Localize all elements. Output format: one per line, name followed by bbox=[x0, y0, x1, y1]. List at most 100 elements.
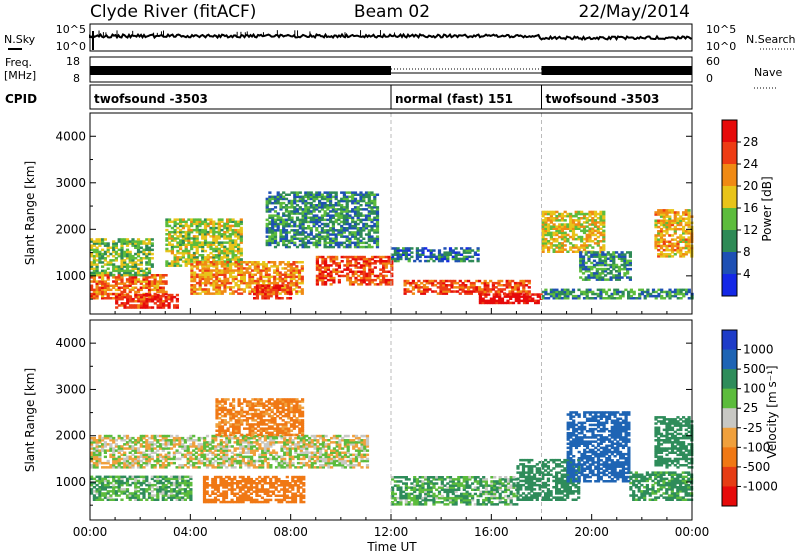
data-cell bbox=[128, 475, 132, 479]
data-cell bbox=[103, 441, 107, 444]
data-cell bbox=[601, 261, 605, 265]
data-cell bbox=[240, 281, 244, 285]
data-cell bbox=[153, 274, 157, 277]
data-cell bbox=[187, 241, 191, 244]
data-cell bbox=[101, 248, 105, 252]
data-cell bbox=[356, 201, 360, 205]
data-cell bbox=[123, 451, 127, 454]
data-cell bbox=[478, 301, 482, 305]
data-cell bbox=[128, 250, 132, 254]
data-cell bbox=[577, 227, 581, 230]
data-cell bbox=[264, 288, 268, 292]
data-cell bbox=[323, 222, 327, 226]
data-cell bbox=[297, 290, 302, 293]
data-cell bbox=[498, 295, 502, 298]
data-cell bbox=[292, 267, 296, 270]
data-cell bbox=[555, 229, 559, 233]
data-cell bbox=[134, 300, 138, 303]
data-cell bbox=[98, 492, 102, 495]
data-cell bbox=[117, 486, 121, 489]
data-cell bbox=[659, 219, 664, 222]
data-cell bbox=[480, 281, 484, 285]
data-cell bbox=[376, 283, 380, 286]
data-cell bbox=[293, 222, 297, 226]
data-cell bbox=[266, 290, 270, 294]
data-cell bbox=[591, 227, 595, 230]
data-cell bbox=[90, 244, 94, 247]
data-cell bbox=[541, 294, 545, 298]
data-cell bbox=[276, 216, 280, 219]
data-cell bbox=[508, 281, 512, 285]
data-cell bbox=[580, 229, 584, 233]
data-cell bbox=[92, 464, 96, 467]
data-cell bbox=[503, 295, 507, 298]
data-cell bbox=[399, 255, 403, 259]
data-cell bbox=[342, 210, 346, 213]
data-cell bbox=[184, 220, 188, 223]
data-cell bbox=[190, 256, 194, 259]
data-cell bbox=[234, 284, 238, 287]
data-cell bbox=[373, 255, 377, 259]
data-cell bbox=[215, 284, 219, 287]
data-cell bbox=[244, 436, 248, 440]
data-cell bbox=[422, 292, 427, 295]
data-cell bbox=[204, 290, 208, 293]
data-cell bbox=[329, 191, 333, 194]
data-cell bbox=[563, 294, 567, 298]
data-cell bbox=[627, 290, 631, 294]
data-cell bbox=[368, 274, 372, 278]
data-cell bbox=[448, 249, 453, 252]
data-cell bbox=[320, 208, 324, 211]
data-cell bbox=[134, 242, 138, 245]
data-cell bbox=[139, 498, 143, 501]
data-cell bbox=[601, 276, 605, 279]
data-cell bbox=[156, 496, 160, 499]
data-cell bbox=[312, 216, 316, 219]
data-cell bbox=[365, 276, 369, 280]
data-cell bbox=[424, 259, 428, 263]
data-cell bbox=[120, 254, 124, 258]
data-cell bbox=[585, 235, 589, 239]
data-cell bbox=[271, 229, 275, 232]
data-cell bbox=[231, 228, 235, 232]
data-cell bbox=[289, 279, 293, 283]
data-cell bbox=[215, 286, 219, 289]
data-cell bbox=[293, 208, 297, 211]
y-tick-label: 3000 bbox=[55, 176, 86, 190]
data-cell bbox=[109, 252, 113, 256]
data-cell bbox=[402, 247, 406, 250]
data-cell bbox=[580, 212, 584, 216]
data-cell bbox=[286, 284, 290, 287]
data-cell bbox=[429, 249, 433, 252]
data-cell bbox=[665, 219, 669, 222]
data-cell bbox=[259, 271, 263, 274]
data-cell bbox=[590, 272, 594, 275]
data-cell bbox=[150, 282, 154, 285]
data-cell bbox=[300, 290, 304, 293]
data-cell bbox=[273, 201, 278, 205]
data-cell bbox=[186, 481, 190, 485]
data-cell bbox=[114, 443, 118, 446]
data-cell bbox=[115, 297, 119, 301]
data-cell bbox=[175, 443, 179, 446]
data-cell bbox=[326, 264, 330, 267]
data-cell bbox=[136, 263, 141, 266]
data-cell bbox=[602, 248, 606, 251]
data-cell bbox=[236, 443, 240, 446]
data-cell bbox=[348, 191, 352, 194]
data-cell bbox=[560, 223, 564, 226]
data-cell bbox=[354, 264, 358, 267]
data-cell bbox=[159, 466, 163, 469]
data-cell bbox=[370, 220, 374, 224]
data-cell bbox=[390, 281, 394, 284]
data-cell bbox=[147, 263, 152, 266]
data-cell bbox=[203, 445, 207, 448]
data-cell bbox=[547, 242, 551, 245]
data-cell bbox=[164, 488, 168, 491]
data-cell bbox=[128, 306, 133, 309]
data-cell bbox=[101, 254, 105, 258]
data-cell bbox=[534, 301, 538, 305]
data-cell bbox=[580, 237, 584, 241]
data-cell bbox=[593, 242, 598, 245]
data-cell bbox=[242, 267, 246, 270]
